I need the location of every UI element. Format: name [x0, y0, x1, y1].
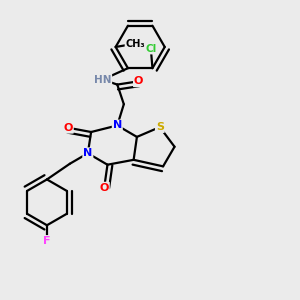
- Text: S: S: [156, 122, 164, 132]
- Text: N: N: [113, 121, 122, 130]
- Text: F: F: [43, 236, 51, 246]
- Text: O: O: [64, 123, 73, 133]
- Text: O: O: [100, 183, 109, 193]
- Text: HN: HN: [94, 75, 111, 85]
- Text: Cl: Cl: [145, 44, 156, 54]
- Text: CH₃: CH₃: [125, 39, 145, 49]
- Text: N: N: [83, 148, 92, 158]
- Text: O: O: [134, 76, 143, 86]
